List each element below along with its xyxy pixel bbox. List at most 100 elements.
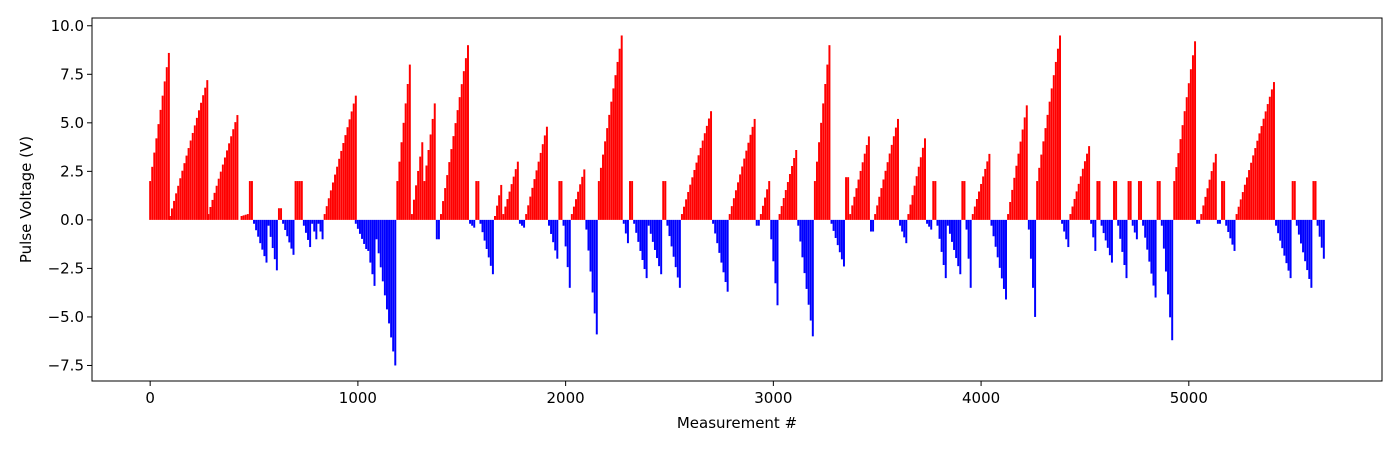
- data-bar: [689, 184, 692, 220]
- data-bar: [514, 169, 517, 220]
- data-bar: [826, 64, 829, 220]
- data-bar: [427, 150, 430, 220]
- data-bar: [631, 181, 634, 220]
- data-bar: [1121, 219, 1124, 252]
- data-bar: [185, 155, 188, 220]
- data-bar: [261, 219, 264, 250]
- data-bar: [936, 219, 939, 226]
- data-bar: [955, 219, 958, 259]
- data-bar: [1252, 155, 1255, 220]
- data-bar: [481, 219, 484, 233]
- data-bar: [545, 126, 548, 220]
- data-bar: [269, 219, 272, 237]
- data-bar: [680, 214, 683, 220]
- data-bar: [992, 219, 995, 237]
- data-bar: [1102, 219, 1105, 234]
- data-bar: [892, 136, 895, 220]
- data-bar: [651, 219, 654, 242]
- data-bar: [1140, 181, 1143, 220]
- data-bar: [888, 153, 891, 220]
- data-bar: [863, 153, 866, 220]
- data-bar: [415, 185, 418, 220]
- data-bar: [275, 219, 278, 271]
- data-bar: [1322, 219, 1325, 259]
- data-bar: [930, 219, 933, 230]
- data-bar: [554, 219, 557, 251]
- data-bar: [828, 45, 831, 220]
- data-bar: [331, 182, 334, 220]
- data-bar: [699, 147, 702, 220]
- data-bar: [523, 219, 526, 228]
- data-bar: [886, 162, 889, 220]
- data-bar: [1210, 171, 1213, 220]
- data-bar: [412, 199, 415, 220]
- data-bar: [348, 119, 351, 220]
- data-bar: [1212, 162, 1215, 220]
- data-bar: [622, 219, 625, 224]
- data-bar: [724, 219, 727, 282]
- data-bar: [1270, 89, 1273, 220]
- x-axis-label: Measurement #: [677, 414, 797, 432]
- data-bar: [206, 80, 209, 220]
- data-bar: [575, 199, 577, 220]
- data-bar: [562, 219, 565, 226]
- data-bar: [202, 95, 205, 220]
- data-bar: [1146, 219, 1149, 250]
- data-bar: [356, 219, 359, 229]
- data-bar: [1150, 219, 1153, 274]
- data-bar: [612, 88, 615, 220]
- data-bar: [452, 136, 455, 220]
- data-bar: [313, 219, 316, 232]
- data-bar: [479, 219, 482, 224]
- data-bar: [959, 219, 962, 275]
- data-bar: [660, 219, 663, 275]
- data-bar: [502, 214, 505, 220]
- data-bar: [558, 181, 561, 220]
- data-bar: [716, 219, 719, 244]
- data-bar: [635, 219, 638, 233]
- data-bar: [963, 181, 966, 220]
- data-bar: [168, 216, 171, 220]
- data-bar: [965, 219, 968, 230]
- data-bar: [307, 219, 310, 240]
- data-bar: [1167, 219, 1170, 295]
- data-bar: [620, 35, 623, 220]
- data-bar: [1293, 181, 1296, 220]
- data-bar: [838, 219, 841, 253]
- data-bar: [982, 176, 985, 220]
- data-bar: [473, 219, 476, 228]
- data-bar: [469, 219, 472, 224]
- data-bar: [778, 214, 781, 220]
- data-bar: [475, 181, 478, 220]
- data-bar: [1204, 196, 1207, 220]
- data-bar: [506, 199, 509, 220]
- data-bar: [901, 219, 904, 232]
- data-bar: [599, 167, 602, 220]
- data-bar: [1206, 188, 1209, 220]
- data-bar: [1279, 219, 1282, 241]
- data-bar: [394, 219, 397, 366]
- data-bar: [786, 182, 789, 220]
- data-bar: [1007, 214, 1010, 220]
- data-bar: [683, 206, 686, 220]
- data-bar: [894, 127, 897, 220]
- data-bar: [161, 95, 164, 220]
- data-bar: [1077, 183, 1080, 220]
- data-bar: [942, 219, 945, 266]
- data-bar: [1262, 118, 1265, 220]
- data-bar: [745, 150, 748, 220]
- data-bar: [471, 219, 474, 226]
- data-bar: [242, 215, 245, 220]
- data-bar: [381, 219, 384, 282]
- data-bar: [751, 126, 754, 220]
- data-bar: [1013, 177, 1016, 220]
- data-bar: [248, 181, 251, 220]
- data-bar: [637, 219, 640, 242]
- data-bar: [234, 122, 237, 220]
- data-bar: [797, 219, 800, 226]
- data-bar: [512, 176, 515, 220]
- data-bar: [597, 181, 600, 220]
- data-bar: [643, 219, 646, 270]
- data-bar: [226, 150, 229, 220]
- data-bar: [707, 118, 710, 220]
